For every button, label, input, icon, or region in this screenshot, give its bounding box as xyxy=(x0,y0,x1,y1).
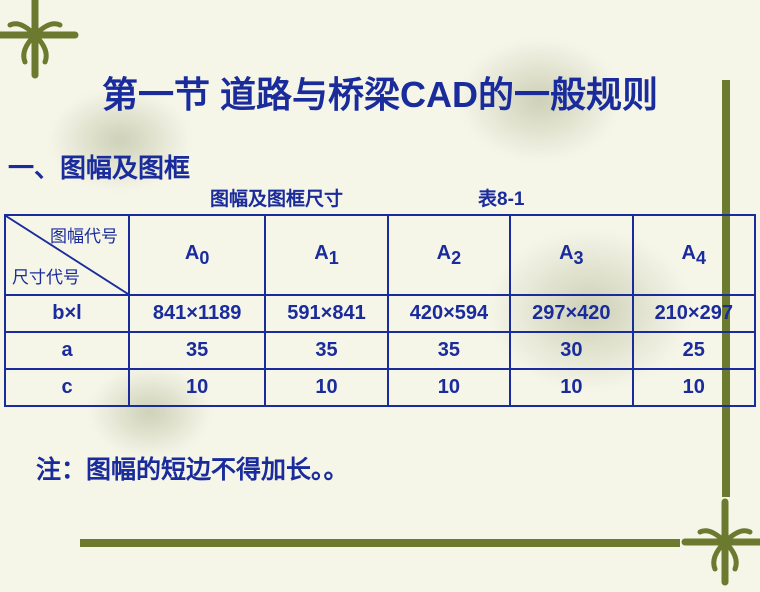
table-cell: 35 xyxy=(265,332,387,369)
sheet-size-table: 图幅代号 尺寸代号 A0 A1 A2 A3 A4 b×l 841×1189 59… xyxy=(4,214,756,407)
section-heading: 一、图幅及图框 xyxy=(8,148,190,185)
table-cell: 10 xyxy=(633,369,755,406)
table-caption-left: 图幅及图框尺寸 xyxy=(210,184,343,211)
table-cell: 210×297 xyxy=(633,295,755,332)
table-row: b×l 841×1189 591×841 420×594 297×420 210… xyxy=(5,295,755,332)
table-caption-right: 表8-1 xyxy=(478,184,524,211)
table-cell: 10 xyxy=(129,369,265,406)
col-header: A1 xyxy=(265,215,387,295)
table-cell: 297×420 xyxy=(510,295,632,332)
table-cell: 841×1189 xyxy=(129,295,265,332)
table-cell: 10 xyxy=(510,369,632,406)
col-header: A2 xyxy=(388,215,510,295)
table-cell: 25 xyxy=(633,332,755,369)
table-cell: 420×594 xyxy=(388,295,510,332)
row-label: c xyxy=(5,369,129,406)
ornament-corner-bottom-right xyxy=(680,497,760,587)
col-header: A3 xyxy=(510,215,632,295)
table-cell: 10 xyxy=(388,369,510,406)
page-title: 第一节 道路与桥梁CAD的一般规则 xyxy=(40,66,720,118)
table-row: c 10 10 10 10 10 xyxy=(5,369,755,406)
table-cell: 35 xyxy=(388,332,510,369)
table-cell: 10 xyxy=(265,369,387,406)
table-cell: 591×841 xyxy=(265,295,387,332)
col-header: A0 xyxy=(129,215,265,295)
table-cell: 30 xyxy=(510,332,632,369)
table-diag-header: 图幅代号 尺寸代号 xyxy=(5,215,129,295)
table-cell: 35 xyxy=(129,332,265,369)
table-row: a 35 35 35 30 25 xyxy=(5,332,755,369)
row-label: b×l xyxy=(5,295,129,332)
ornament-bar-bottom xyxy=(80,539,680,547)
table-note: 注：图幅的短边不得加长。。 xyxy=(36,450,349,486)
row-label: a xyxy=(5,332,129,369)
diag-line-icon xyxy=(6,216,128,294)
table-header-row: 图幅代号 尺寸代号 A0 A1 A2 A3 A4 xyxy=(5,215,755,295)
col-header: A4 xyxy=(633,215,755,295)
